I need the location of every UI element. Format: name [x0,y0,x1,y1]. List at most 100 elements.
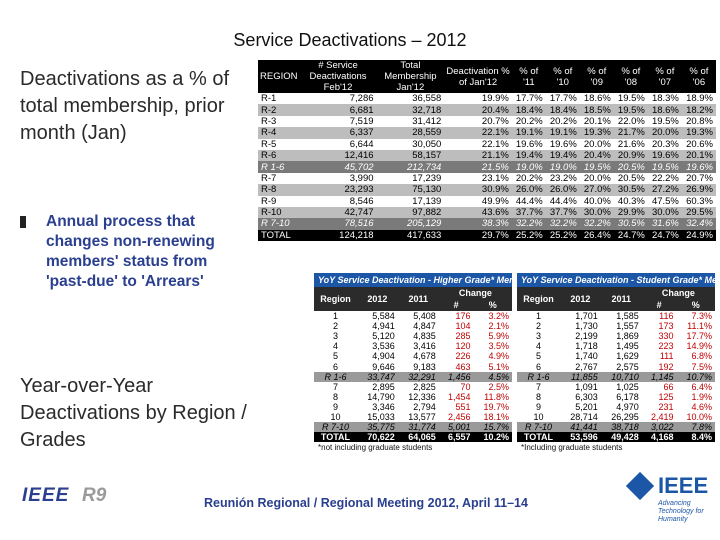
higher_table-cell: 5.1% [473,361,512,372]
main-table-row: R-5 6,644 30,050 22.1% 19.6% 19.6% 20.0% 21.6% 2… [258,138,716,150]
higher_table-cell: 1,456 [438,371,474,382]
main-table-cell: 18.6% [579,93,614,105]
main-table-cell: 19.5% [647,161,682,173]
main-table-cell: 3,990 [299,172,377,185]
main-table-cell: 17.7% [511,93,546,105]
student_table-cell: 28,714 [559,411,601,423]
main-table-cell: R-6 [258,149,300,162]
student_table-cell: 125 [641,391,677,402]
student_table-cell: 1,701 [559,311,601,322]
higher_table-cell: 18.1% [473,411,512,423]
main-table-cell: 29.7% [444,229,512,242]
main-table-cell: 30,050 [376,138,445,150]
student_table-cell: 116 [641,311,677,322]
main-table-cell: 23,293 [299,184,377,196]
main-table-cell: 212,734 [376,161,445,173]
higher_table-header: 2011 [397,287,439,311]
higher_table-cell: 4,904 [356,351,398,362]
main-table-cell: 58,157 [376,149,445,162]
higher_table-cell: 2,456 [438,411,474,423]
main-table-cell: 20.5% [613,172,648,185]
ieee-wordmark: IEEE [658,473,709,498]
meeting-footer-text: Reunión Regional / Regional Meeting 2012… [204,496,528,510]
main-table-cell: 20.1% [579,115,614,128]
main-table-cell: 32.2% [579,218,614,230]
main-table-cell: 6,681 [299,104,377,116]
student_table-cell: 7.5% [676,361,715,372]
heading-year-over-year: Year-over-Year Deactivations by Region /… [20,375,247,451]
higher_table-row: TOTAL 70,622 64,065 6,557 10.2% [314,432,512,443]
main-table-cell: 20.6% [681,138,716,150]
main-table-cell: 6,337 [299,127,377,139]
main-table-row: R 1-6 45,702 212,734 21.5% 19.0% 19.0% 19.5% 20… [258,161,716,173]
main-table-cell: 21.7% [613,127,648,139]
main-table-cell: 78,516 [299,218,377,230]
student_table-cell: 1,718 [559,341,601,352]
main-table-cell: 19.6% [681,161,716,173]
student_table-cell: 1 [517,311,560,322]
main-table-cell: 19.3% [681,127,716,139]
student_table-cell: 111 [641,351,677,362]
main-table-cell: R-9 [258,195,300,207]
main-table-header: % of '08 [613,60,648,93]
student-grade-table-title: YoY Service Deactivation - Student Grade… [517,273,715,287]
main-table-cell: 124,218 [299,229,377,242]
main-table-cell: 19.6% [647,149,682,162]
main-table-cell: 32.2% [511,218,546,230]
main-table-row: R-7 3,990 17,239 23.1% 20.2% 23.2% 20.0% 20.5% 2… [258,172,716,185]
higher_table-cell: 5,001 [438,422,474,433]
higher_table-cell: 7 [314,381,357,392]
ieee-tagline: Advancing Technology for Humanity [658,500,704,523]
main-table-cell: 32,718 [376,104,445,116]
student_table-row: 7 1,091 1,025 66 6.4% [517,381,715,392]
higher_table-cell: 33,747 [356,371,398,382]
main-table-cell: 20.2% [511,172,546,185]
student_table-cell: 2,575 [600,361,642,372]
higher_table-cell: 2,825 [397,381,439,392]
main-table-cell: 60.3% [681,195,716,207]
main-table-cell: 17,239 [376,172,445,185]
student_table-cell: 1,585 [600,311,642,322]
main-table-header: % of '10 [545,60,580,93]
higher_table-row: 10 15,033 13,577 2,456 18.1% [314,411,512,423]
student_table-cell: 5 [517,351,560,362]
higher_table-cell: 1,454 [438,391,474,402]
main-table-cell: 37.7% [511,206,546,219]
main-table-cell: 32.4% [681,218,716,230]
student_table-cell: 192 [641,361,677,372]
student_table-row: 3 2,199 1,869 330 17.7% [517,331,715,342]
higher_table-header: 2012 [356,287,398,311]
student_table-cell: 4,970 [600,401,642,412]
main-table-header: Total Membership Jan'12 [376,60,445,93]
main-table-cell: 31.6% [647,218,682,230]
student_table-cell: 53,596 [559,432,601,443]
main-table-cell: 7,519 [299,115,377,128]
student_table-cell: 38,718 [600,422,642,433]
student_table-cell: 2 [517,321,560,332]
main-table-cell: 18.4% [511,104,546,116]
main-table-row: R-1 7,286 36,558 19.9% 17.7% 17.7% 18.6% 19.5% 1… [258,93,716,105]
student_table-cell: 173 [641,321,677,332]
main-table-cell: 32.2% [545,218,580,230]
higher_table-cell: R 1-6 [314,371,357,382]
higher-grade-table: Region 2012 2011 Change #% 1 5,584 5,408 176 3.2… [314,287,512,443]
student_table-row: 1 1,701 1,585 116 7.3% [517,311,715,322]
higher_table-cell: 463 [438,361,474,372]
main-table-header: % of '11 [511,60,546,93]
main-table-row: R 7-10 78,516 205,129 38.3% 32.2% 32.2% 32.2% 3… [258,218,716,230]
main-table-cell: 26.0% [511,184,546,196]
main-table-cell: 22.1% [444,138,512,150]
higher_table-cell: 4,941 [356,321,398,332]
higher_table-cell: 31,774 [397,422,439,433]
student_table-header: Region [517,287,560,311]
higher_table-cell: 5 [314,351,357,362]
higher_table-row: 1 5,584 5,408 176 3.2% [314,311,512,322]
student_table-cell: 1,869 [600,331,642,342]
main-table-cell: 20.1% [681,149,716,162]
main-table-header: % of '07 [647,60,682,93]
main-table-cell: 20.0% [647,127,682,139]
higher_table-header: Region [314,287,357,311]
student_table-cell: 11.1% [676,321,715,332]
student_table-cell: 3,022 [641,422,677,433]
higher_table-cell: 4,835 [397,331,439,342]
